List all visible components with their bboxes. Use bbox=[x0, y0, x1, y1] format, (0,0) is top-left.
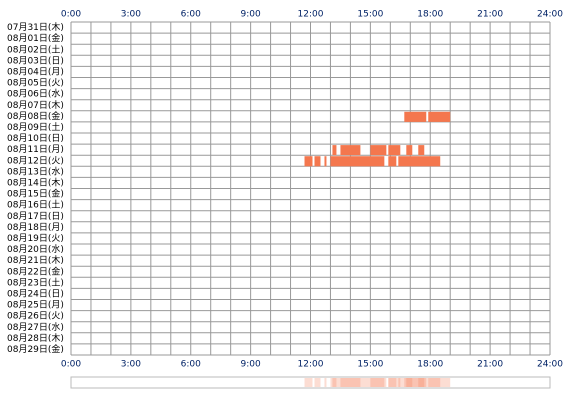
row-label: 08月28日(木) bbox=[7, 332, 64, 344]
segment bbox=[314, 156, 321, 167]
row-label: 08月15日(金) bbox=[7, 188, 64, 200]
row-label: 08月26日(火) bbox=[7, 311, 64, 322]
row-label: 08月23日(土) bbox=[7, 276, 64, 288]
row-label: 08月07日(木) bbox=[7, 99, 64, 111]
row-label: 08月12日(火) bbox=[7, 155, 64, 166]
x-tick-label: 0:00 bbox=[61, 360, 81, 370]
row-label: 08月01日(金) bbox=[7, 32, 64, 44]
row-label: 08月25日(月) bbox=[7, 300, 64, 311]
row-label: 08月18日(月) bbox=[7, 222, 64, 233]
summary-segment bbox=[388, 378, 397, 387]
row-label: 08月22日(金) bbox=[7, 265, 64, 277]
x-tick-label: 15:00 bbox=[357, 10, 383, 20]
segment bbox=[388, 156, 397, 167]
summary-segment bbox=[340, 378, 361, 387]
summary-segment bbox=[398, 378, 441, 387]
x-tick-label: 6:00 bbox=[181, 10, 201, 20]
row-label: 08月03日(日) bbox=[7, 55, 64, 66]
x-tick-label: 6:00 bbox=[181, 360, 201, 370]
summary-segment bbox=[428, 378, 451, 387]
segment bbox=[324, 156, 327, 167]
segment bbox=[388, 145, 401, 156]
summary-segment bbox=[406, 378, 413, 387]
x-tick-label: 12:00 bbox=[298, 360, 324, 370]
summary-segment bbox=[370, 378, 387, 387]
row-label: 08月09日(土) bbox=[7, 121, 64, 133]
row-label: 08月08日(金) bbox=[7, 110, 64, 122]
row-label: 08月04日(月) bbox=[7, 66, 64, 77]
x-tick-label: 24:00 bbox=[537, 360, 563, 370]
segment bbox=[370, 145, 387, 156]
x-tick-label: 18:00 bbox=[417, 10, 443, 20]
segment bbox=[340, 145, 361, 156]
x-tick-label: 9:00 bbox=[241, 360, 261, 370]
segment bbox=[418, 145, 425, 156]
x-tick-label: 0:00 bbox=[61, 10, 81, 20]
segment bbox=[330, 156, 385, 167]
row-label: 08月10日(日) bbox=[7, 133, 64, 144]
row-label: 08月13日(水) bbox=[7, 165, 64, 177]
summary-segment bbox=[388, 378, 401, 387]
x-tick-label: 21:00 bbox=[477, 10, 503, 20]
x-tick-label: 15:00 bbox=[357, 360, 383, 370]
summary-strip bbox=[70, 376, 551, 389]
x-tick-label: 9:00 bbox=[241, 10, 261, 20]
x-tick-label: 12:00 bbox=[298, 10, 324, 20]
segment bbox=[428, 111, 451, 122]
row-label: 08月17日(日) bbox=[7, 211, 64, 222]
summary-segment bbox=[332, 378, 337, 387]
summary-segment bbox=[324, 378, 327, 387]
summary-segment bbox=[314, 378, 321, 387]
row-label: 07月31日(木) bbox=[7, 21, 64, 33]
summary-segment bbox=[404, 378, 427, 387]
row-label: 08月20日(水) bbox=[7, 243, 64, 255]
row-label: 08月24日(日) bbox=[7, 288, 64, 299]
row-label: 08月05日(火) bbox=[7, 78, 64, 89]
row-label: 08月16日(土) bbox=[7, 199, 64, 211]
segment bbox=[304, 156, 313, 167]
segment bbox=[398, 156, 441, 167]
row-label: 08月02日(土) bbox=[7, 43, 64, 55]
row-label: 08月06日(水) bbox=[7, 88, 64, 100]
x-tick-label: 21:00 bbox=[477, 360, 503, 370]
row-label: 08月29日(金) bbox=[7, 343, 64, 355]
row-label: 08月14日(木) bbox=[7, 176, 64, 188]
row-label: 08月21日(木) bbox=[7, 254, 64, 266]
x-tick-label: 3:00 bbox=[121, 360, 141, 370]
summary-segment bbox=[330, 378, 385, 387]
row-label: 08月11日(月) bbox=[7, 144, 64, 155]
row-label: 08月19日(火) bbox=[7, 233, 64, 244]
x-tick-label: 3:00 bbox=[121, 10, 141, 20]
row-label: 08月27日(水) bbox=[7, 321, 64, 333]
segment bbox=[406, 145, 413, 156]
segment bbox=[332, 145, 337, 156]
x-tick-label: 24:00 bbox=[537, 10, 563, 20]
summary-segment bbox=[418, 378, 425, 387]
summary-segment bbox=[304, 378, 313, 387]
x-tick-label: 18:00 bbox=[417, 360, 443, 370]
segment bbox=[404, 111, 427, 122]
